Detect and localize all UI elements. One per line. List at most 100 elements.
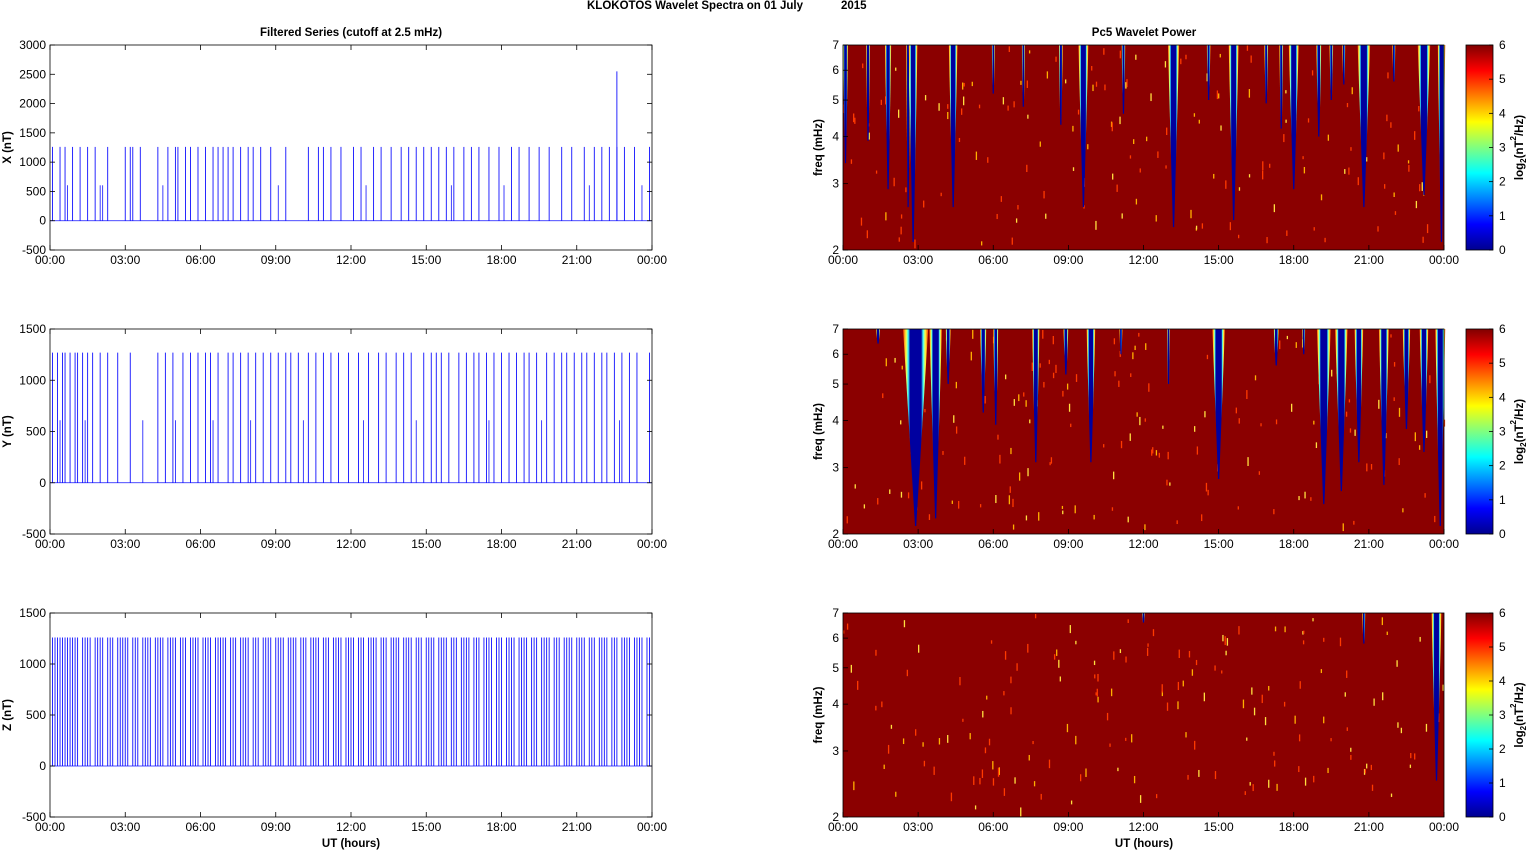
power-speckle: [1394, 211, 1397, 215]
y-tick-label: 1000: [19, 373, 46, 387]
power-speckle: [1350, 754, 1352, 760]
power-speckle: [1213, 173, 1215, 179]
power-speckle: [1056, 649, 1058, 656]
power-speckle: [1106, 712, 1109, 721]
power-speckle: [1419, 636, 1421, 642]
power-speckle: [1264, 717, 1267, 726]
power-speckle: [1070, 800, 1073, 805]
freq-tick-label: 5: [832, 377, 839, 391]
low-power-plume: [903, 329, 929, 527]
low-power-plume: [1142, 613, 1145, 623]
power-speckle: [1425, 430, 1428, 438]
power-speckle: [885, 212, 887, 221]
power-speckle: [1114, 371, 1116, 377]
power-speckle: [1000, 196, 1003, 202]
right-x-axis-label: UT (hours): [1115, 838, 1173, 850]
x-tick-label: 09:00: [1053, 820, 1083, 834]
power-speckle: [997, 434, 999, 440]
power-speckle: [1002, 97, 1005, 105]
power-speckle: [1195, 225, 1198, 230]
power-speckle: [1043, 381, 1045, 388]
power-speckle: [1012, 524, 1015, 530]
power-speckle: [1237, 506, 1239, 510]
low-power-plume: [1402, 329, 1411, 429]
power-speckle: [1195, 659, 1198, 666]
power-speckle: [880, 99, 882, 105]
power-speckle: [1132, 352, 1134, 360]
freq-tick-label: 4: [832, 130, 839, 144]
power-speckle: [1266, 237, 1268, 244]
power-speckle: [1138, 332, 1140, 337]
x-tick-label: 00:00: [637, 820, 667, 834]
colorbar-tick-label: 2: [1499, 459, 1506, 473]
low-power-plume: [1316, 45, 1322, 137]
power-speckle: [905, 187, 907, 193]
x-tick-label: 18:00: [1279, 537, 1309, 551]
power-speckle: [1187, 774, 1189, 780]
power-speckle: [1312, 618, 1314, 622]
colorbar-tick-label: 4: [1499, 390, 1506, 404]
power-speckle: [1185, 732, 1187, 738]
power-speckle: [1178, 649, 1180, 659]
power-speckle: [1302, 156, 1304, 160]
freq-tick-label: 5: [832, 661, 839, 675]
power-speckle: [1127, 619, 1129, 623]
y-tick-label: 1500: [19, 606, 46, 620]
low-power-plume: [1316, 329, 1331, 505]
power-speckle: [1304, 491, 1306, 499]
power-speckle: [995, 495, 997, 504]
low-power-plume: [1342, 45, 1346, 85]
power-background: [843, 613, 1444, 817]
x-tick-label: 00:00: [828, 253, 858, 267]
power-speckle: [1390, 334, 1392, 338]
power-speckle: [998, 767, 1000, 775]
power-speckle: [1268, 779, 1270, 788]
x-series-panel: -500 0 500 1000 1500 2000 2500 3000 00:00 03:00 06…: [2, 38, 667, 267]
power-speckle: [1283, 134, 1285, 143]
x-tick-label: 03:00: [110, 820, 140, 834]
x-tick-label: 06:00: [185, 253, 215, 267]
power-speckle: [1139, 795, 1142, 803]
power-speckle: [1339, 637, 1342, 647]
power-speckle: [971, 81, 973, 87]
power-speckle: [1158, 452, 1160, 458]
y-axis-label: freq (mHz): [813, 403, 825, 460]
power-speckle: [902, 738, 905, 745]
power-speckle: [1055, 364, 1057, 374]
freq-tick-label: 6: [832, 347, 839, 361]
power-speckle: [866, 230, 868, 239]
x-tick-label: 09:00: [1053, 253, 1083, 267]
power-speckle: [850, 159, 853, 164]
power-speckle: [1117, 767, 1119, 772]
power-speckle: [1135, 198, 1138, 205]
power-speckle: [1116, 184, 1118, 192]
power-speckle: [1418, 445, 1421, 450]
power-speckle: [1327, 767, 1329, 774]
power-speckle: [1313, 420, 1315, 425]
y-axis-label: freq (mHz): [813, 119, 825, 176]
power-speckle: [887, 744, 890, 754]
power-speckle: [1350, 147, 1352, 151]
low-power-plume: [1362, 613, 1366, 644]
power-speckle: [923, 200, 925, 208]
power-speckle: [1425, 723, 1428, 732]
power-speckle: [1220, 125, 1222, 131]
power-speckle: [1198, 769, 1200, 777]
colorbar-label-part: /Hz): [1514, 399, 1526, 420]
x-tick-label: 00:00: [35, 537, 65, 551]
power-speckle: [1072, 125, 1074, 132]
power-speckle: [885, 96, 887, 105]
power-speckle: [885, 358, 887, 367]
power-speckle: [1373, 698, 1375, 706]
power-speckle: [1323, 716, 1325, 724]
power-speckle: [1008, 495, 1011, 505]
power-speckle: [868, 132, 870, 140]
power-speckle: [1250, 55, 1252, 63]
power-speckle: [1222, 634, 1224, 642]
low-power-plume: [1335, 329, 1348, 492]
power-speckle: [1253, 707, 1256, 716]
power-speckle: [973, 776, 975, 785]
power-speckle: [1219, 53, 1221, 58]
power-speckle: [1324, 237, 1326, 243]
power-speckle: [1235, 407, 1237, 414]
